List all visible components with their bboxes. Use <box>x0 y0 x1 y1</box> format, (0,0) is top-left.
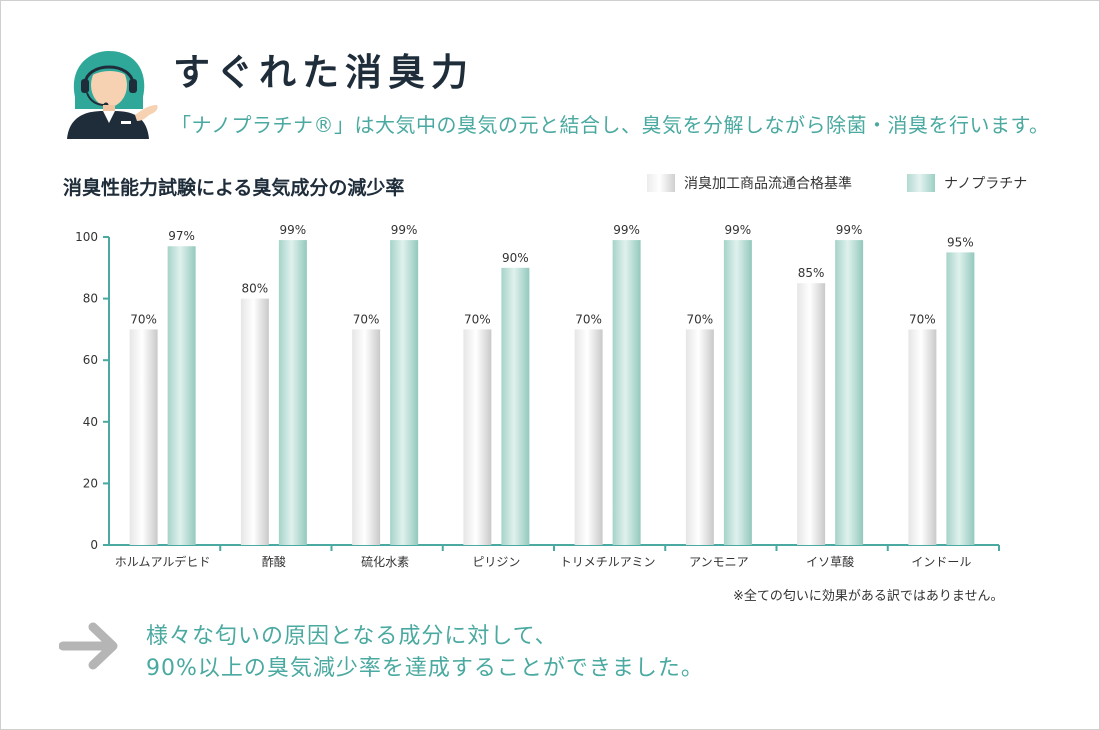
data-label-nanoplatinum: 99% <box>280 223 307 237</box>
legend-item-nanoplatinum: ナノプラチナ <box>907 173 1027 193</box>
page-title: すぐれた消臭力 <box>173 51 474 94</box>
y-tick-label: 0 <box>90 538 98 552</box>
data-label-nanoplatinum: 95% <box>947 235 974 249</box>
conclusion-text: 様々な匂いの原因となる成分に対して、 90%以上の臭気減少率を達成することができ… <box>146 621 704 685</box>
data-label-standard: 70% <box>353 312 380 326</box>
data-label-nanoplatinum: 97% <box>168 229 195 243</box>
bar-chart: 0 20 40 60 80 100 ホルムアルデヒド 70% 97% 酢酸 80% 99% 硫化水素 70… <box>75 223 1000 569</box>
bar-nanoplatinum <box>390 240 419 545</box>
data-label-standard: 70% <box>130 312 157 326</box>
legend-item-standard: 消臭加工商品流通合格基準 <box>647 173 852 193</box>
data-label-standard: 85% <box>798 266 825 280</box>
bar-nanoplatinum <box>501 267 530 545</box>
chart-title: 消臭性能力試験による臭気成分の減少率 <box>63 177 405 199</box>
bar-standard <box>352 329 381 545</box>
bar-nanoplatinum <box>612 240 641 545</box>
bar-standard <box>240 298 269 545</box>
y-tick-label: 80 <box>83 292 98 306</box>
bar-standard <box>685 329 714 545</box>
bar-nanoplatinum <box>278 240 307 545</box>
y-tick-label: 60 <box>83 353 98 367</box>
bar-standard <box>129 329 158 545</box>
data-label-standard: 70% <box>575 312 602 326</box>
x-tick-label: 硫化水素 <box>361 554 409 569</box>
data-label-nanoplatinum: 99% <box>836 223 863 237</box>
conclusion-line-1: 様々な匂いの原因となる成分に対して、 <box>146 624 558 649</box>
bar-standard <box>574 329 603 545</box>
bar-standard <box>908 329 937 545</box>
legend-label-standard: 消臭加工商品流通合格基準 <box>684 176 852 192</box>
x-tick-label: 酢酸 <box>262 554 286 569</box>
bar-nanoplatinum <box>167 246 196 546</box>
bar-nanoplatinum <box>723 240 752 545</box>
legend-swatch-nanoplatinum <box>907 174 935 192</box>
data-label-standard: 70% <box>687 312 714 326</box>
bar-standard <box>797 283 826 545</box>
data-label-standard: 70% <box>464 312 491 326</box>
y-tick-label: 100 <box>75 230 98 244</box>
x-tick-label: トリメチルアミン <box>560 555 656 569</box>
conclusion-line-2: 90%以上の臭気減少率を達成することができました。 <box>146 656 704 681</box>
y-tick-label: 20 <box>83 476 98 490</box>
legend-label-nanoplatinum: ナノプラチナ <box>944 176 1028 192</box>
page-subtitle: 「ナノプラチナ®」は大気中の臭気の元と結合し、臭気を分解しながら除菌・消臭を行い… <box>171 113 1050 137</box>
support-operator-icon <box>67 51 158 139</box>
legend-swatch-standard <box>647 174 675 192</box>
bar-standard <box>463 329 492 545</box>
x-tick-label: アンモニア <box>689 555 749 569</box>
data-label-standard: 80% <box>242 282 269 296</box>
arrow-right-icon <box>59 622 118 670</box>
bar-nanoplatinum <box>835 240 864 545</box>
data-label-nanoplatinum: 99% <box>613 223 640 237</box>
data-label-standard: 70% <box>909 312 936 326</box>
data-label-nanoplatinum: 90% <box>502 251 529 265</box>
y-tick-label: 40 <box>83 415 98 429</box>
footnote: ※全ての匂いに効果がある訳ではありません。 <box>733 589 1004 604</box>
x-tick-label: ホルムアルデヒド <box>115 554 211 569</box>
data-label-nanoplatinum: 99% <box>391 223 418 237</box>
x-tick-label: イソ草酸 <box>806 554 854 569</box>
x-tick-label: ピリジン <box>472 555 520 569</box>
data-label-nanoplatinum: 99% <box>725 223 752 237</box>
bar-nanoplatinum <box>946 252 975 545</box>
x-tick-label: インドール <box>911 555 971 569</box>
